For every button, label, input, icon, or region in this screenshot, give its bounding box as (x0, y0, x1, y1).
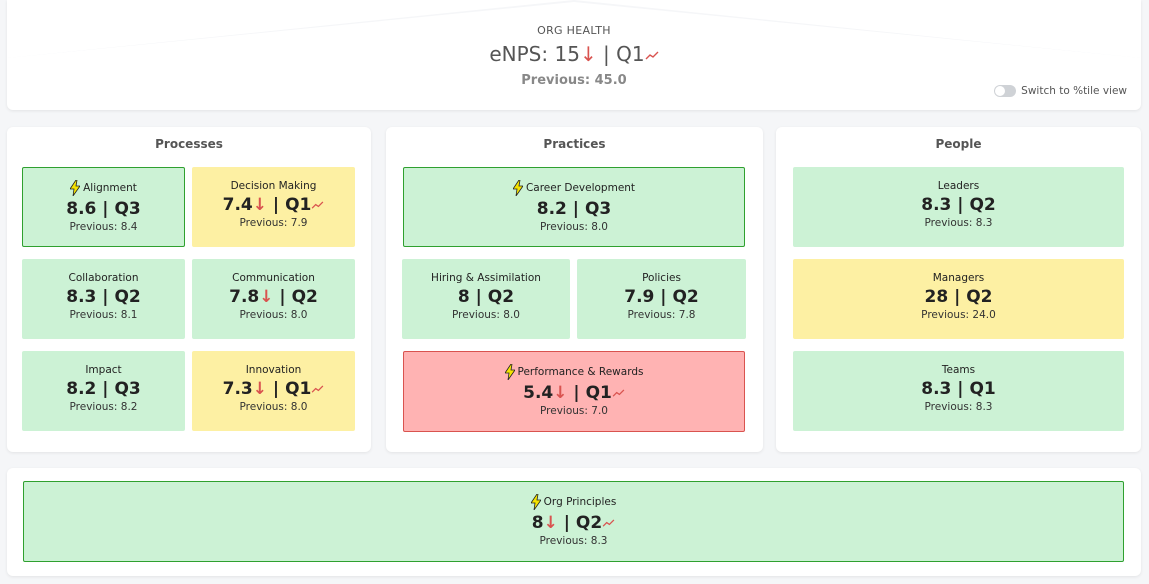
tile-previous: Previous: 8.0 (239, 401, 308, 413)
down-arrow-icon: ↓ (579, 42, 597, 66)
enps-score: eNPS: 15↓ | Q1 (7, 42, 1141, 66)
tile-value: 7.9 | Q2 (624, 287, 699, 307)
trend-down-icon (311, 384, 324, 393)
tile-leaders[interactable]: Leaders 8.3 | Q2 Previous: 8.3 (793, 167, 1124, 247)
tile-value: 8.3 | Q2 (66, 287, 141, 307)
tile-decision-making[interactable]: Decision Making 7.4↓ | Q1 Previous: 7.9 (192, 167, 355, 247)
tile-title: Performance & Rewards (517, 366, 644, 378)
tile-title: Career Development (525, 182, 636, 194)
org-health-header: ORG HEALTH eNPS: 15↓ | Q1 Previous: 45.0… (7, 0, 1141, 110)
people-section: People Leaders 8.3 | Q2 Previous: 8.3 Ma… (776, 127, 1141, 452)
tile-title: Policies (642, 272, 681, 284)
header-roof-shape (7, 0, 1141, 58)
tile-previous: Previous: 24.0 (921, 309, 996, 321)
tile-value: 8.2 | Q3 (536, 199, 612, 219)
tile-title: Teams (941, 364, 976, 376)
down-arrow-icon: ↓ (259, 287, 274, 307)
tile-title: Alignment (83, 182, 137, 194)
toggle-switch[interactable] (994, 85, 1017, 97)
org-principles-section: Org Principles 8↓ | Q2 Previous: 8.3 (7, 468, 1141, 576)
percentile-toggle[interactable]: Switch to %tile view (994, 85, 1127, 97)
processes-title: Processes (155, 137, 223, 151)
tile-value: 8.3 | Q2 (921, 195, 996, 215)
tile-value: 7.3↓ | Q1 (193, 379, 354, 399)
tile-policies[interactable]: Policies 7.9 | Q2 Previous: 7.8 (577, 259, 746, 339)
tile-previous: Previous: 8.0 (452, 309, 520, 321)
tile-value: 8 | Q2 (457, 287, 515, 307)
tile-career-development[interactable]: Career Development 8.2 | Q3 Previous: 8.… (403, 167, 745, 247)
tile-previous: Previous: 7.0 (540, 405, 608, 417)
down-arrow-icon: ↓ (553, 383, 568, 403)
tile-title: Hiring & Assimilation (431, 272, 541, 284)
tile-title: Collaboration (68, 272, 139, 284)
enps-prefix: eNPS: (489, 42, 555, 66)
trend-down-icon (311, 200, 324, 209)
tile-value: 8.3 | Q1 (921, 379, 996, 399)
bolt-icon (512, 180, 523, 196)
tile-value: 8↓ | Q2 (24, 513, 1123, 533)
tile-value: 7.8↓ | Q2 (229, 287, 318, 307)
tile-value: 7.4↓ | Q1 (193, 195, 354, 215)
tile-title: Managers (932, 272, 985, 284)
bolt-icon (70, 180, 81, 196)
tile-value: 8.2 | Q3 (66, 379, 141, 399)
tile-alignment[interactable]: Alignment 8.6 | Q3 Previous: 8.4 (22, 167, 185, 247)
trend-down-icon (645, 51, 659, 59)
bolt-icon (530, 494, 541, 510)
practices-section: Practices Career Development 8.2 | Q3 Pr… (386, 127, 763, 452)
enps-value: 15 (554, 42, 580, 66)
tile-performance-rewards[interactable]: Performance & Rewards 5.4↓ | Q1 Previous… (403, 351, 745, 432)
org-health-label: ORG HEALTH (537, 24, 611, 37)
tile-impact[interactable]: Impact 8.2 | Q3 Previous: 8.2 (22, 351, 185, 431)
tile-title: Org Principles (543, 496, 617, 508)
bolt-icon (504, 364, 515, 380)
down-arrow-icon: ↓ (252, 195, 268, 215)
tile-title: Leaders (937, 180, 980, 192)
tile-previous: Previous: 7.8 (627, 309, 696, 321)
tile-innovation[interactable]: Innovation 7.3↓ | Q1 Previous: 8.0 (192, 351, 355, 431)
tile-collaboration[interactable]: Collaboration 8.3 | Q2 Previous: 8.1 (22, 259, 185, 339)
separator: | (596, 42, 617, 66)
toggle-label: Switch to %tile view (1021, 85, 1127, 97)
tile-previous: Previous: 8.4 (69, 221, 138, 233)
tile-previous: Previous: 8.0 (239, 309, 308, 321)
tile-value: 28 | Q2 (924, 287, 993, 307)
tile-title: Communication (232, 272, 315, 284)
tile-previous: Previous: 8.0 (540, 221, 608, 233)
tile-previous: Previous: 8.3 (539, 535, 608, 547)
tile-previous: Previous: 8.3 (924, 401, 993, 413)
tile-hiring-assimilation[interactable]: Hiring & Assimilation 8 | Q2 Previous: 8… (402, 259, 570, 339)
tile-communication[interactable]: Communication 7.8↓ | Q2 Previous: 8.0 (192, 259, 355, 339)
tile-title: Innovation (245, 364, 302, 376)
tile-title: Decision Making (230, 180, 317, 192)
down-arrow-icon: ↓ (543, 513, 558, 533)
tile-org-principles[interactable]: Org Principles 8↓ | Q2 Previous: 8.3 (23, 481, 1124, 562)
trend-down-icon (602, 518, 615, 527)
practices-title: Practices (543, 137, 606, 151)
tile-value: 8.6 | Q3 (66, 199, 141, 219)
tile-previous: Previous: 7.9 (239, 217, 308, 229)
tile-teams[interactable]: Teams 8.3 | Q1 Previous: 8.3 (793, 351, 1124, 431)
tile-previous: Previous: 8.3 (924, 217, 993, 229)
tile-previous: Previous: 8.1 (69, 309, 138, 321)
enps-previous: Previous: 45.0 (521, 73, 627, 88)
processes-section: Processes Alignment 8.6 | Q3 Previous: 8… (7, 127, 371, 452)
trend-down-icon (612, 388, 625, 397)
tile-value: 5.4↓ | Q1 (404, 383, 744, 403)
down-arrow-icon: ↓ (252, 379, 268, 399)
people-title: People (935, 137, 982, 151)
tile-managers[interactable]: Managers 28 | Q2 Previous: 24.0 (793, 259, 1124, 339)
enps-quarter: Q1 (616, 42, 645, 66)
tile-title: Impact (85, 364, 122, 376)
tile-previous: Previous: 8.2 (69, 401, 138, 413)
